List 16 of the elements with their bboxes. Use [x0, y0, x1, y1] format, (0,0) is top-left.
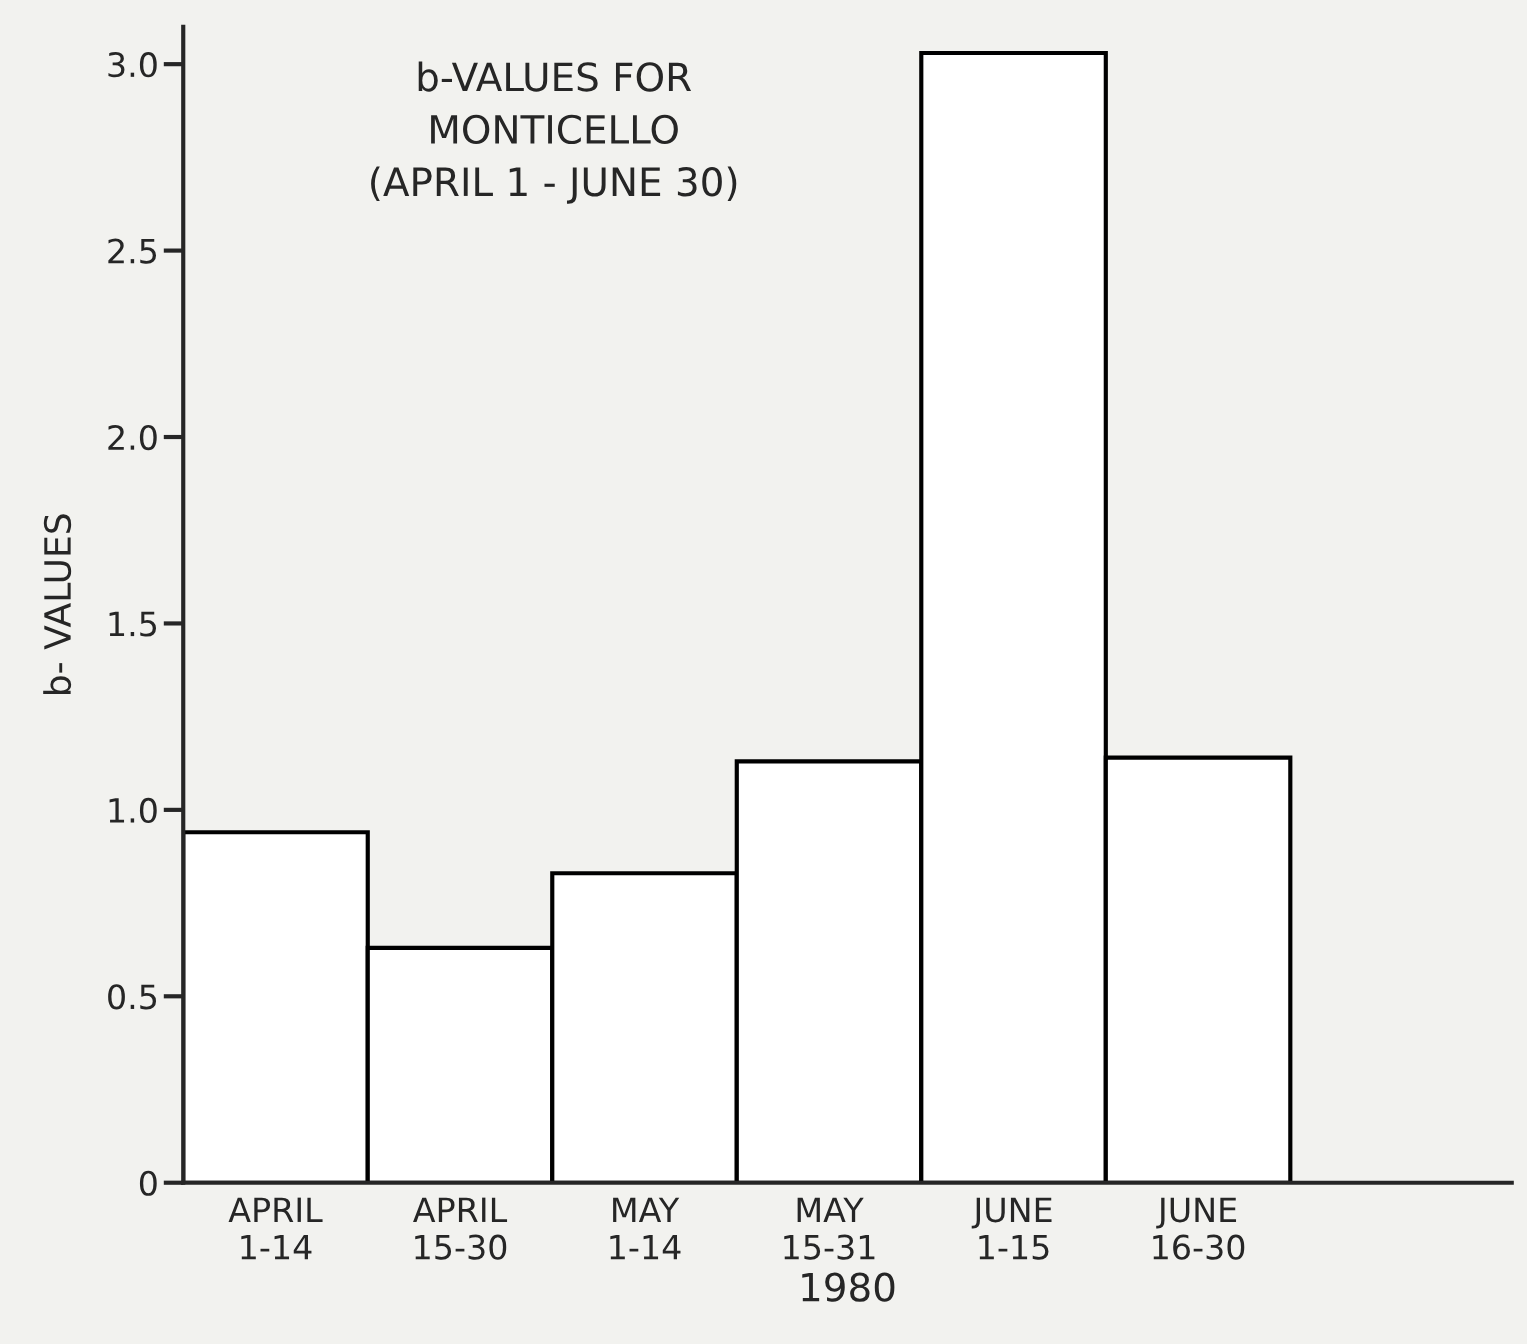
- x-tick-label: APRIL 15-30: [413, 1197, 508, 1260]
- y-tick-label: 0: [139, 1170, 157, 1196]
- y-tick-label: 2.0: [108, 424, 157, 451]
- y-tick-label: 0.5: [108, 984, 157, 1010]
- x-tick-label: MAY 15-31: [784, 1197, 875, 1260]
- x-axis-title: 1980: [802, 1272, 895, 1302]
- x-tick-label: JUNE 1-15: [971, 1197, 1052, 1260]
- y-tick-label: 1.0: [109, 797, 157, 824]
- x-tick-label: JUNE 16-30: [1153, 1197, 1245, 1260]
- y-tick-label: 3.0: [108, 52, 157, 78]
- y-tick-label: 1.5: [109, 611, 157, 637]
- x-tick-label: MAY 1-14: [610, 1197, 681, 1260]
- y-axis-title: b- VALUES: [43, 514, 72, 695]
- x-tick-label: APRIL 1-14: [228, 1197, 323, 1260]
- y-tick-label: 2.5: [108, 238, 157, 264]
- text: b-VALUES FOR MONTICELLO (APRIL 1 - JUNE 30): [371, 61, 737, 204]
